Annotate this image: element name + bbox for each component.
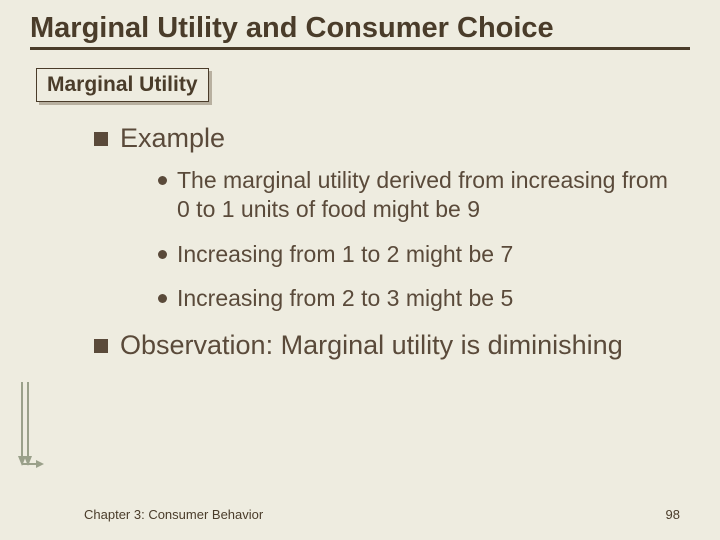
list-item: Observation: Marginal utility is diminis… <box>94 329 690 363</box>
subtitle-box: Marginal Utility <box>36 68 209 102</box>
example-heading: Example <box>120 122 225 156</box>
list-item: Increasing from 1 to 2 might be 7 <box>158 240 690 269</box>
content-area: Example The marginal utility derived fro… <box>30 122 690 363</box>
example-point: Increasing from 1 to 2 might be 7 <box>177 240 513 269</box>
list-item: Example <box>94 122 690 156</box>
footer: Chapter 3: Consumer Behavior 98 <box>0 507 720 522</box>
square-bullet-icon <box>94 132 108 146</box>
slide: Marginal Utility and Consumer Choice Mar… <box>0 0 720 540</box>
dot-bullet-icon <box>158 176 167 185</box>
dot-bullet-icon <box>158 250 167 259</box>
square-bullet-icon <box>94 339 108 353</box>
slide-title: Marginal Utility and Consumer Choice <box>30 12 690 50</box>
footer-page-number: 98 <box>666 507 680 522</box>
decorative-arrows-icon <box>16 378 46 470</box>
footer-chapter: Chapter 3: Consumer Behavior <box>84 507 263 522</box>
observation-text: Observation: Marginal utility is diminis… <box>120 329 623 363</box>
example-point: The marginal utility derived from increa… <box>177 166 670 224</box>
list-item: The marginal utility derived from increa… <box>158 166 690 224</box>
example-point: Increasing from 2 to 3 might be 5 <box>177 284 513 313</box>
list-item: Increasing from 2 to 3 might be 5 <box>158 284 690 313</box>
dot-bullet-icon <box>158 294 167 303</box>
